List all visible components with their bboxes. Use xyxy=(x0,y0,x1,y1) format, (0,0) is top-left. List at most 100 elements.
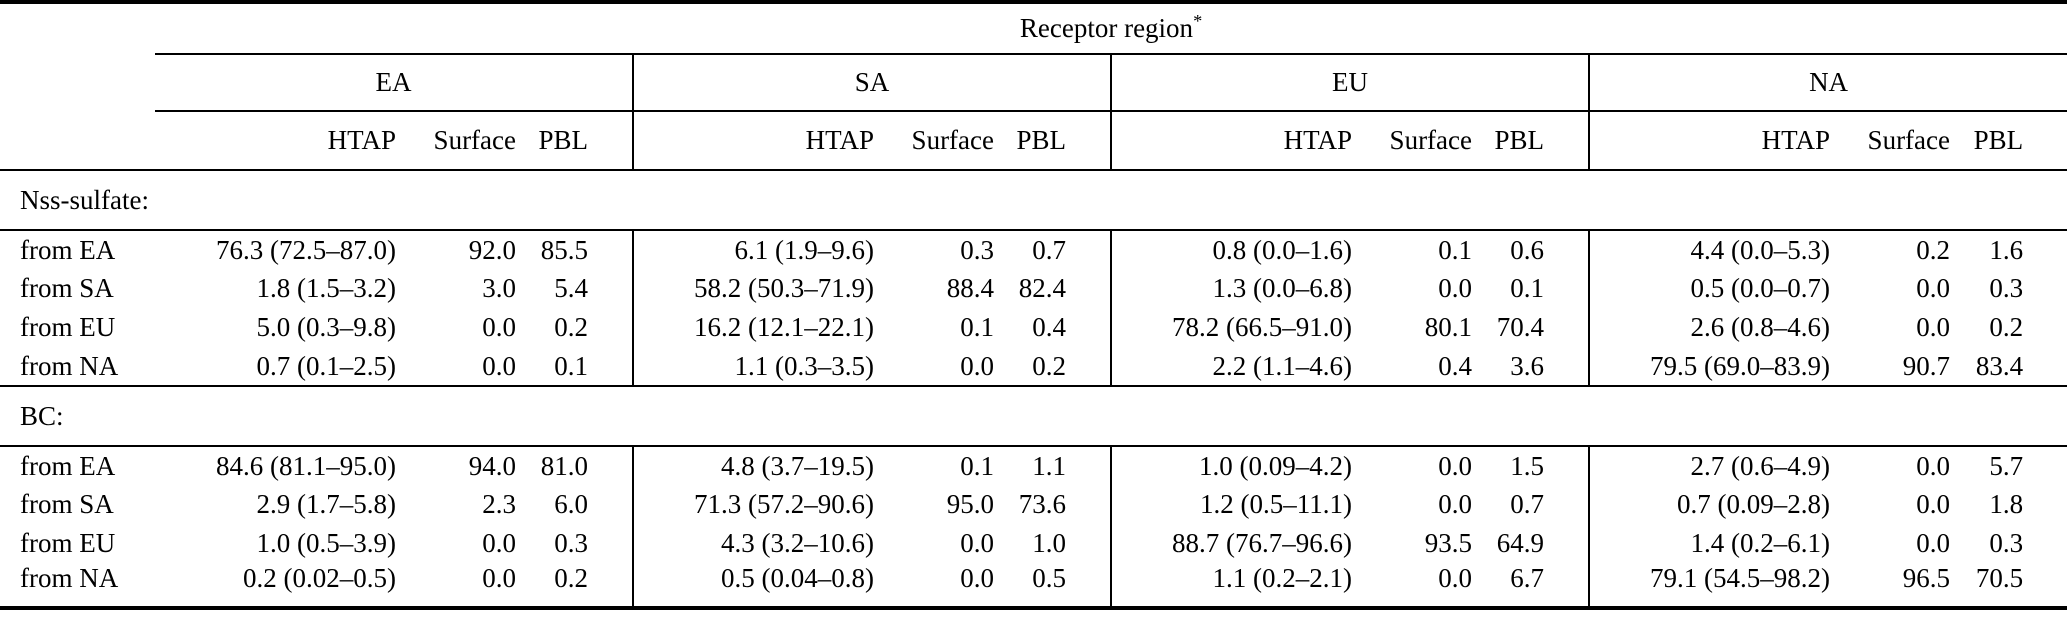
corner-spacer xyxy=(0,2,155,54)
value-cell: 0.0 xyxy=(482,528,516,558)
value-cell: 84.6 (81.1–95.0) xyxy=(216,450,396,481)
value-cell: 0.5 (0.0–0.7) xyxy=(1588,269,1844,308)
value-cell: 1.0 (0.09–4.2) xyxy=(1110,446,1366,485)
value-cell: 0.0 xyxy=(410,347,530,387)
value-cell: 1.4 (0.2–6.1) xyxy=(1588,524,1844,563)
value-cell: 0.8 (0.0–1.6) xyxy=(1110,230,1366,269)
value-cell: 0.0 xyxy=(1916,273,1950,303)
value-cell: 6.0 xyxy=(554,489,588,519)
table-row: from NA 0.7 (0.1–2.5) 0.0 0.1 1.1 (0.3–3… xyxy=(0,347,2067,387)
region-header-na: NA xyxy=(1587,54,2067,112)
table-row: from EU 1.0 (0.5–3.9) 0.0 0.3 4.3 (3.2–1… xyxy=(0,524,2067,563)
table-row: from EA 76.3 (72.5–87.0) 92.0 85.5 6.1 (… xyxy=(0,230,2067,269)
value-cell: 1.0 xyxy=(1032,528,1066,558)
value-cell: 88.7 (76.7–96.6) xyxy=(1110,524,1366,563)
value-cell: 93.5 xyxy=(1424,528,1472,558)
table-title-text: Receptor region xyxy=(1019,13,1194,43)
row-label: from SA xyxy=(20,489,114,519)
metric-header-row: HTAP Surface PBL HTAP Surface PBL HTAP S… xyxy=(0,111,2067,171)
value-cell: 0.1 xyxy=(1510,273,1544,303)
value-cell: 1.1 (0.2–2.1) xyxy=(1110,563,1366,608)
value-cell: 2.2 (1.1–4.6) xyxy=(1110,347,1366,387)
column-header-surface: Surface xyxy=(410,111,530,171)
column-header-surface: Surface xyxy=(888,111,1008,171)
row-label: from EA xyxy=(20,450,116,481)
value-cell: 1.2 (0.5–11.1) xyxy=(1110,485,1366,524)
value-cell: 2.7 (0.6–4.9) xyxy=(1588,446,1844,485)
value-cell: 1.5 xyxy=(1510,450,1544,481)
value-cell: 0.0 xyxy=(960,528,994,558)
value-cell: 1.1 xyxy=(1032,450,1066,481)
value-cell: 16.2 (12.1–22.1) xyxy=(632,308,888,347)
column-header-surface: Surface xyxy=(1844,111,1964,171)
value-cell: 0.2 xyxy=(554,563,588,593)
value-cell: 0.0 xyxy=(1438,489,1472,519)
value-cell: 5.4 xyxy=(554,273,588,303)
value-cell: 0.2 xyxy=(1008,347,1111,387)
value-cell: 0.1 xyxy=(960,450,994,481)
value-cell: 88.4 xyxy=(946,273,994,303)
value-cell: 0.3 xyxy=(1989,528,2024,558)
row-label: from EU xyxy=(20,528,116,558)
value-cell: 0.0 xyxy=(1438,450,1472,481)
value-cell: 0.7 xyxy=(1032,234,1066,265)
value-cell: 0.0 xyxy=(482,312,516,342)
value-cell: 2.6 (0.8–4.6) xyxy=(1588,308,1844,347)
value-cell: 78.2 (66.5–91.0) xyxy=(1110,308,1366,347)
value-cell: 0.7 (0.1–2.5) xyxy=(155,347,410,387)
section-label-nss-sulfate: Nss-sulfate: xyxy=(0,170,2067,231)
value-cell: 4.8 (3.7–19.5) xyxy=(632,446,888,485)
value-cell: 96.5 xyxy=(1902,563,1950,593)
value-cell: 5.7 xyxy=(1989,450,2024,481)
spacer-cell xyxy=(0,111,155,171)
region-header-row: EA SA EU NA xyxy=(0,54,2067,112)
value-cell: 1.8 xyxy=(1989,489,2024,519)
region-header-eu: EU xyxy=(1110,54,1589,112)
value-cell: 6.7 xyxy=(1510,563,1544,593)
value-cell: 80.1 xyxy=(1424,312,1472,342)
source-receptor-table: Receptor region* EA SA EU NA HTAP Surfac… xyxy=(0,0,2067,610)
column-header-pbl: PBL xyxy=(1486,111,1589,171)
value-cell: 0.4 xyxy=(1032,312,1066,342)
value-cell: 90.7 xyxy=(1844,347,1964,387)
table-title-row: Receptor region* xyxy=(0,2,2067,55)
table-row: from EU 5.0 (0.3–9.8) 0.0 0.2 16.2 (12.1… xyxy=(0,308,2067,347)
value-cell: 1.8 (1.5–3.2) xyxy=(256,273,396,303)
value-cell: 0.1 xyxy=(1438,234,1472,265)
value-cell: 0.4 xyxy=(1366,347,1486,387)
row-label: from NA xyxy=(20,563,119,593)
value-cell: 0.0 xyxy=(888,347,1008,387)
value-cell: 71.3 (57.2–90.6) xyxy=(632,485,888,524)
section-label-bc: BC: xyxy=(0,386,2067,447)
value-cell: 0.0 xyxy=(482,563,516,593)
value-cell: 0.0 xyxy=(1916,450,1950,481)
value-cell: 0.0 xyxy=(1438,273,1472,303)
value-cell: 0.0 xyxy=(1916,528,1950,558)
value-cell: 0.2 xyxy=(554,312,588,342)
value-cell: 1.0 (0.5–3.9) xyxy=(256,528,396,558)
value-cell: 81.0 xyxy=(540,450,588,481)
value-cell: 83.4 xyxy=(1964,347,2067,387)
value-cell: 0.2 xyxy=(1989,312,2024,342)
value-cell: 0.1 xyxy=(960,312,994,342)
row-label: from SA xyxy=(20,273,114,303)
value-cell: 95.0 xyxy=(946,489,994,519)
table-title: Receptor region* xyxy=(155,2,2067,55)
value-cell: 0.2 xyxy=(1916,234,1950,265)
value-cell: 1.3 (0.0–6.8) xyxy=(1110,269,1366,308)
value-cell: 0.3 xyxy=(960,234,994,265)
section-header-row: Nss-sulfate: xyxy=(0,170,2067,231)
row-label: from EU xyxy=(20,312,116,342)
row-label: from EA xyxy=(20,234,116,265)
value-cell: 92.0 xyxy=(468,234,516,265)
column-header-pbl: PBL xyxy=(1964,111,2067,171)
value-cell: 70.4 xyxy=(1496,312,1544,342)
value-cell: 4.3 (3.2–10.6) xyxy=(632,524,888,563)
value-cell: 0.2 (0.02–0.5) xyxy=(243,563,396,593)
row-label: from NA xyxy=(0,347,155,387)
spacer-cell xyxy=(0,54,155,111)
value-cell: 1.1 (0.3–3.5) xyxy=(632,347,888,387)
value-cell: 64.9 xyxy=(1496,528,1544,558)
value-cell: 0.3 xyxy=(554,528,588,558)
value-cell: 73.6 xyxy=(1018,489,1066,519)
